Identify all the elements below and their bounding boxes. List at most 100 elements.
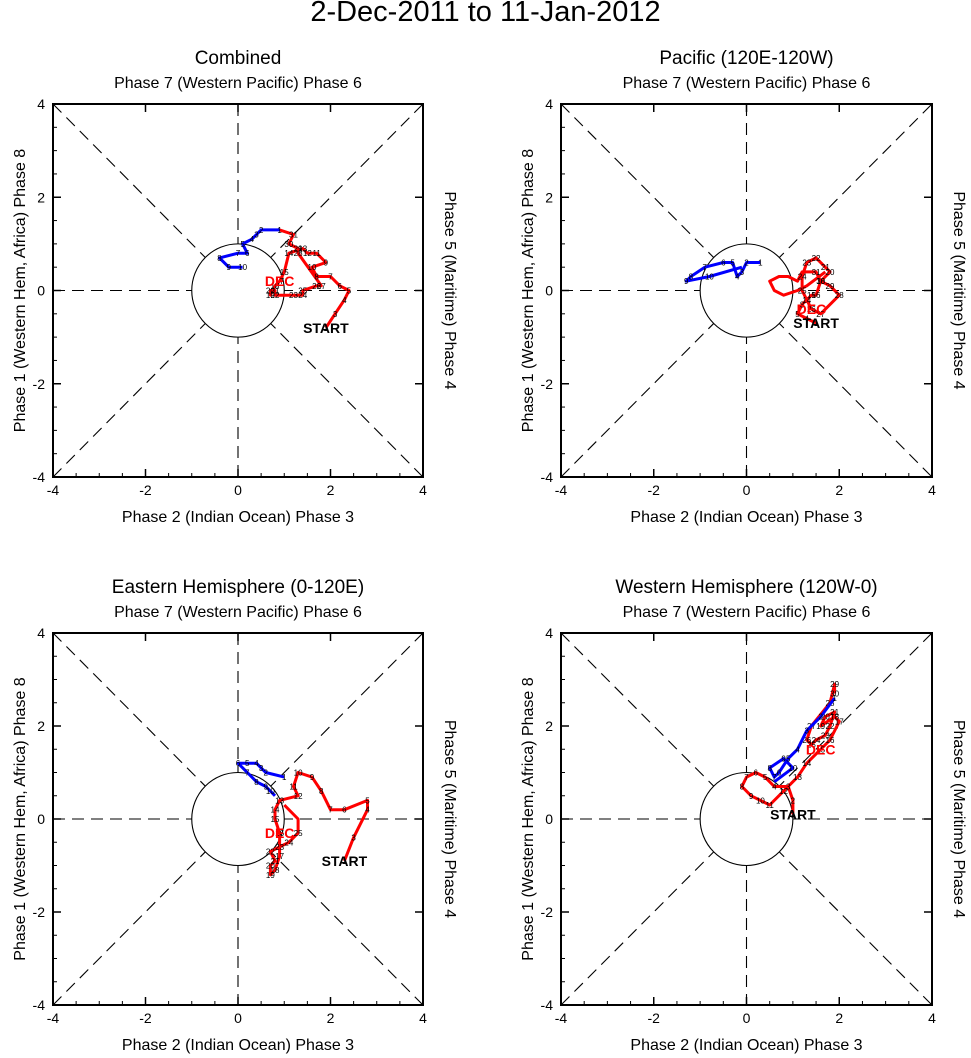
point-label: 8 [740, 782, 745, 791]
panel-title: Combined [195, 48, 282, 69]
y-tick-label: 0 [37, 283, 45, 299]
x-tick-label: 0 [743, 482, 751, 498]
point-label: 6 [342, 806, 347, 815]
point-label: 22 [826, 722, 835, 731]
series-line-jan [236, 761, 285, 797]
point-label: 19 [816, 722, 825, 731]
point-label: 21 [821, 263, 830, 272]
point-label: 4 [254, 759, 259, 768]
y-axis-label: Phase 1 (Western Hem, Africa) Phase 8 [12, 677, 29, 960]
y-axis-label: Phase 1 (Western Hem, Africa) Phase 8 [12, 149, 29, 432]
point-label: 10 [308, 263, 317, 272]
x-tick-label: 0 [743, 1010, 751, 1026]
y-tick-label: 4 [37, 625, 45, 641]
point-label: 27 [317, 282, 326, 291]
x-tick-label: -2 [139, 482, 152, 498]
x-tick-label: -4 [555, 1010, 568, 1026]
y-tick-label: 2 [545, 189, 553, 205]
diagonal-guide [52, 103, 424, 478]
dec-label: DEC [265, 825, 295, 841]
x-tick-label: 0 [234, 1010, 242, 1026]
point-label: 24 [284, 838, 293, 847]
point-label: 18 [830, 713, 839, 722]
x-tick-label: -2 [139, 1010, 152, 1026]
point-label: 1 [832, 694, 837, 703]
point-label: 9 [324, 259, 329, 268]
point-label: 4 [342, 296, 347, 305]
diagonal-guide [560, 632, 933, 1006]
point-label: 9 [781, 755, 786, 764]
point-label: 8 [314, 273, 319, 282]
point-label: 7 [772, 773, 777, 782]
point-label: 1 [791, 810, 796, 819]
y-tick-label: -2 [541, 376, 554, 392]
point-label: 12 [294, 792, 303, 801]
top-axis-label: Phase 7 (Western Pacific) Phase 6 [114, 604, 362, 621]
top-axis-label: Phase 7 (Western Pacific) Phase 6 [114, 75, 362, 92]
x-tick-label: 4 [419, 482, 427, 498]
start-label: START [770, 806, 816, 822]
point-label: 15 [271, 815, 280, 824]
point-label: 20 [826, 268, 835, 277]
series-line-dec [740, 682, 841, 815]
point-label: 6 [777, 769, 782, 778]
series-line-jan [684, 261, 761, 283]
point-label: 4 [795, 745, 800, 754]
point-label: 26 [807, 305, 816, 314]
x-axis-label: Phase 2 (Indian Ocean) Phase 3 [630, 509, 862, 526]
right-axis-label: Phase 5 (Maritime) Phase 4 [441, 191, 458, 389]
point-label: 18 [271, 282, 280, 291]
point-label: 29 [294, 245, 303, 254]
point-label: 7 [703, 263, 708, 272]
point-label: 19 [266, 291, 275, 300]
point-label: 25 [298, 287, 307, 296]
point-label: 2 [818, 713, 823, 722]
point-label: 10 [788, 764, 797, 773]
panel-title: Pacific (120E-120W) [659, 48, 833, 69]
point-label: 2 [791, 796, 796, 805]
point-label: 31 [812, 268, 821, 277]
point-label: 14 [802, 759, 811, 768]
point-label: 4 [250, 235, 255, 244]
point-label: 2 [259, 226, 264, 235]
diagonal-guide [52, 632, 424, 1006]
point-label: 17 [275, 852, 284, 861]
point-label: 29 [826, 282, 835, 291]
y-tick-label: 4 [37, 96, 45, 112]
point-label: 17 [835, 717, 844, 726]
point-label: 24 [298, 291, 307, 300]
dec-label: DEC [797, 301, 827, 317]
point-label: 28 [835, 291, 844, 300]
diagonal-guide [560, 103, 933, 478]
point-label: 4 [805, 314, 810, 323]
point-label: 3 [805, 727, 810, 736]
point-label: 1 [324, 324, 329, 333]
point-label: 5 [365, 796, 370, 805]
unit-circle [699, 771, 794, 867]
series-line-dec [268, 228, 351, 329]
point-label: 1 [282, 773, 287, 782]
point-label: 15 [807, 291, 816, 300]
point-label: 26 [312, 282, 321, 291]
point-label: 12 [779, 787, 788, 796]
point-label: 3 [254, 231, 259, 240]
top-axis-label: Phase 7 (Western Pacific) Phase 6 [623, 75, 871, 92]
point-label: 7 [245, 769, 250, 778]
point-label: 8 [800, 300, 805, 309]
point-label: 25 [798, 287, 807, 296]
point-label: 6 [754, 769, 759, 778]
point-label: 18 [816, 277, 825, 286]
y-tick-label: -4 [541, 997, 554, 1013]
point-label: 23 [289, 291, 298, 300]
point-label: 14 [284, 249, 293, 258]
point-label: 20 [266, 862, 275, 871]
x-tick-label: 2 [327, 1010, 335, 1026]
point-label: 5 [347, 287, 352, 296]
start-label: START [793, 315, 839, 331]
point-label: 29 [830, 680, 839, 689]
point-label: 10 [266, 787, 275, 796]
dec-label: DEC [265, 273, 295, 289]
point-label: 26 [802, 736, 811, 745]
y-tick-label: -4 [33, 469, 46, 485]
point-label: 31 [289, 231, 298, 240]
